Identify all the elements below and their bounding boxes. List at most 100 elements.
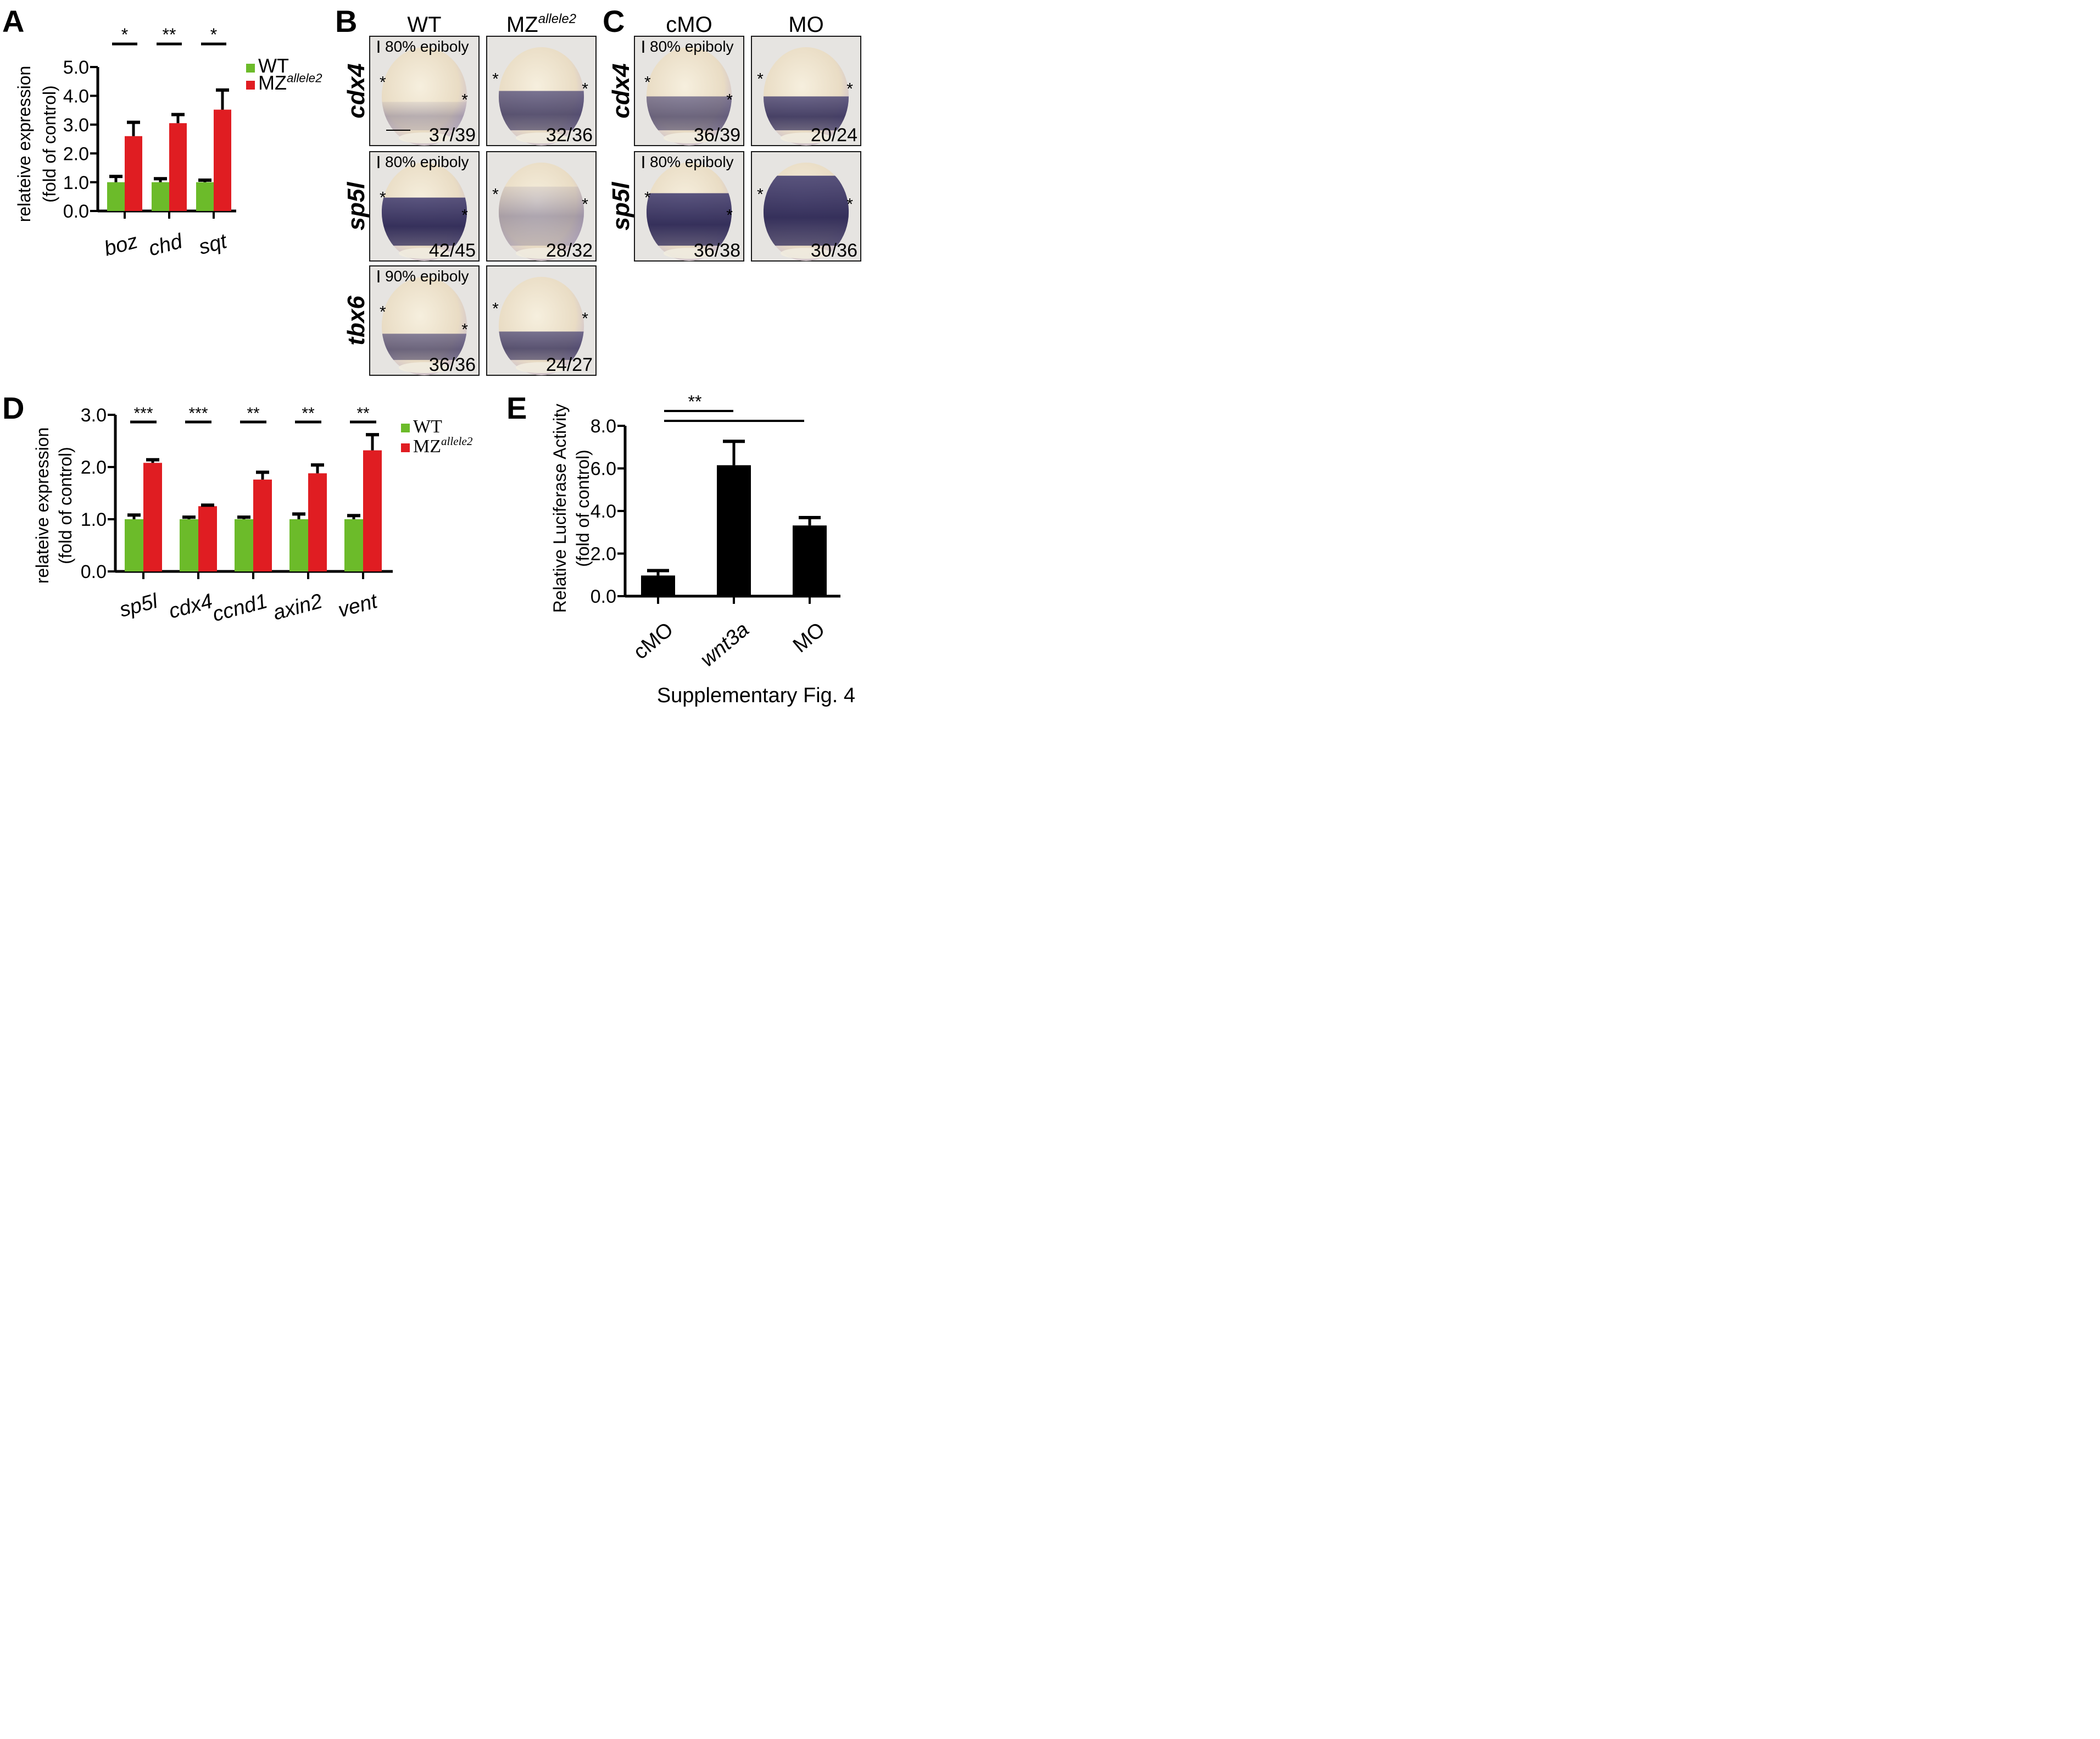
yolk-cell xyxy=(398,362,450,374)
yolk-cell xyxy=(398,132,450,144)
y-tick-label: 0.0 xyxy=(591,586,616,607)
legend-label: WT xyxy=(258,54,289,77)
panel-letter-d: D xyxy=(2,391,24,425)
row-gene-label: tbx6 xyxy=(343,296,370,346)
yolk-cell xyxy=(780,132,832,144)
significance-marker: * xyxy=(121,25,128,45)
yolk-cell xyxy=(663,132,715,144)
y-tick-label: 1.0 xyxy=(81,509,107,530)
y-tick-label: 8.0 xyxy=(591,416,616,437)
bar-wt xyxy=(344,519,363,571)
category-label: chd xyxy=(146,230,186,261)
embryo-image: * * 80% epiboly xyxy=(369,151,480,262)
category-label: cdx4 xyxy=(166,590,215,623)
y-axis-label: (fold of control) xyxy=(55,447,75,564)
margin-asterisk: * xyxy=(757,186,764,204)
embryo-image: * * 80% epiboly xyxy=(634,151,744,262)
bar-mz xyxy=(308,473,327,571)
embryo-image: ** xyxy=(486,36,597,146)
embryo-count: 36/38 xyxy=(694,240,740,261)
bar-wt xyxy=(196,182,214,211)
embryo-image: * * 80% epiboly xyxy=(634,36,744,146)
margin-asterisk: * xyxy=(492,70,499,88)
y-axis-label: (fold of control) xyxy=(40,85,59,202)
expression-band xyxy=(498,331,584,360)
yolk-cell xyxy=(515,132,567,144)
expression-band xyxy=(498,91,584,131)
column-header-sup: allele2 xyxy=(538,12,576,26)
margin-asterisk: * xyxy=(380,74,386,92)
bar-wt xyxy=(180,519,198,571)
column-header: cMO xyxy=(666,13,712,37)
row-gene-label: cdx4 xyxy=(343,63,370,118)
expression-band xyxy=(646,96,732,131)
significance-marker: ** xyxy=(357,404,370,423)
y-axis-label: Relative Luciferase Activity xyxy=(550,404,570,613)
significance-marker: ** xyxy=(302,404,315,423)
embryo-image: ** xyxy=(751,36,861,146)
category-label: sp5l xyxy=(117,590,161,622)
embryo-image: ** xyxy=(751,151,861,262)
bar-mz xyxy=(214,109,231,211)
y-axis-label: (fold of control) xyxy=(573,449,593,566)
legend-label-sup: allele2 xyxy=(441,435,473,448)
significance-marker: * xyxy=(210,25,217,45)
bar-mz xyxy=(253,479,272,571)
y-tick-label: 5.0 xyxy=(63,57,89,78)
category-label: ccnd1 xyxy=(210,590,270,626)
bar-wt xyxy=(107,182,125,211)
yolk-cell xyxy=(780,248,832,259)
embryo-count: 20/24 xyxy=(811,125,857,146)
expression-band xyxy=(381,334,467,360)
row-gene-label: cdx4 xyxy=(608,63,634,118)
y-tick-label: 4.0 xyxy=(63,86,89,107)
category-label: wnt3a xyxy=(696,618,754,671)
yolk-cell xyxy=(398,248,450,259)
category-label: vent xyxy=(336,590,381,623)
bar-value xyxy=(641,575,675,596)
embryo-image: * * 80% epiboly xyxy=(369,36,480,146)
margin-asterisk: * xyxy=(492,186,499,204)
y-tick-label: 2.0 xyxy=(591,544,616,565)
y-tick-label: 2.0 xyxy=(81,457,107,478)
stage-label: 90% epiboly xyxy=(385,268,469,285)
column-header: MO xyxy=(788,13,823,37)
category-label: axin2 xyxy=(271,590,325,625)
category-label: cMO xyxy=(629,618,677,664)
margin-asterisk: * xyxy=(492,300,499,318)
bar-mz xyxy=(169,123,187,211)
y-tick-label: 6.0 xyxy=(591,459,616,480)
embryo-count: 36/39 xyxy=(694,125,740,146)
bar-mz xyxy=(363,450,382,571)
expression-band xyxy=(763,175,849,246)
y-axis-label: relateive expression xyxy=(32,427,52,584)
margin-asterisk: * xyxy=(644,189,651,207)
bar-mz xyxy=(125,136,142,211)
y-tick-label: 3.0 xyxy=(63,115,89,136)
stage-label: 80% epiboly xyxy=(385,153,469,170)
margin-asterisk: * xyxy=(582,80,588,98)
legend-label: MZallele2 xyxy=(413,435,473,457)
panel-letter-e: E xyxy=(506,391,527,425)
expression-band xyxy=(381,102,467,131)
yolk-cell xyxy=(515,248,567,259)
significance-marker: ** xyxy=(688,392,702,412)
legend-swatch-mz xyxy=(401,443,410,452)
yolk-cell xyxy=(663,248,715,259)
legend-label: MZallele2 xyxy=(258,71,322,94)
embryo-image: ** xyxy=(486,151,597,262)
supplementary-figure: A B C D E 0.0 1.0 2.0 3.0 4.0 5.0 relateive ex… xyxy=(2,4,861,707)
embryo-count: 37/39 xyxy=(429,125,476,146)
legend-swatch-wt xyxy=(246,64,255,73)
embryo-count: 30/36 xyxy=(811,240,857,261)
panel-letter-a: A xyxy=(2,4,24,38)
y-tick-label: 4.0 xyxy=(591,501,616,522)
y-tick-label: 0.0 xyxy=(81,562,107,582)
panel-letter-c: C xyxy=(603,4,625,38)
expression-band xyxy=(381,197,467,246)
margin-asterisk: * xyxy=(380,189,386,207)
bar-value xyxy=(793,525,827,596)
panel-a-chart: 0.0 1.0 2.0 3.0 4.0 5.0 relateive expression (f… xyxy=(14,25,322,261)
margin-asterisk: * xyxy=(726,91,733,109)
